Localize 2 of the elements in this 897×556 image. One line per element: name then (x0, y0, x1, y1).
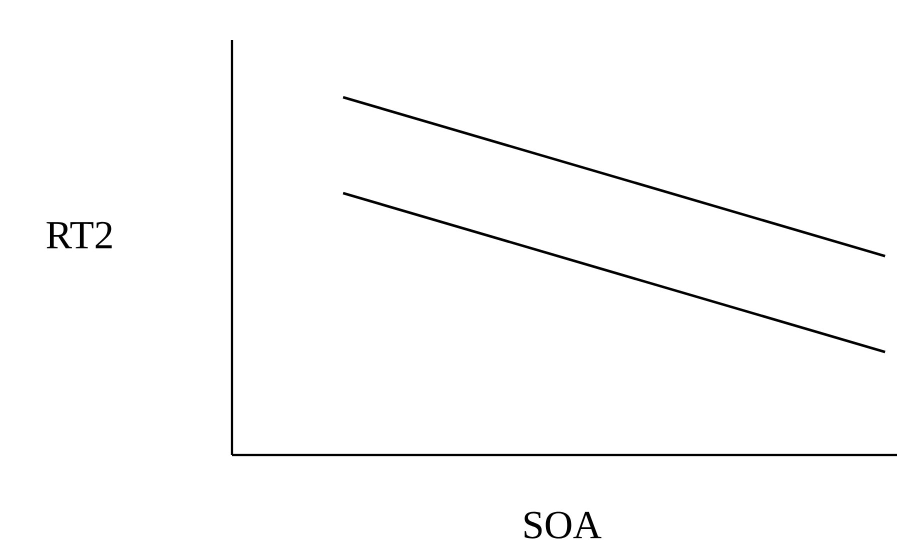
y-axis-title: RT2 (46, 222, 112, 248)
x-axis-title: SOA (524, 512, 602, 539)
